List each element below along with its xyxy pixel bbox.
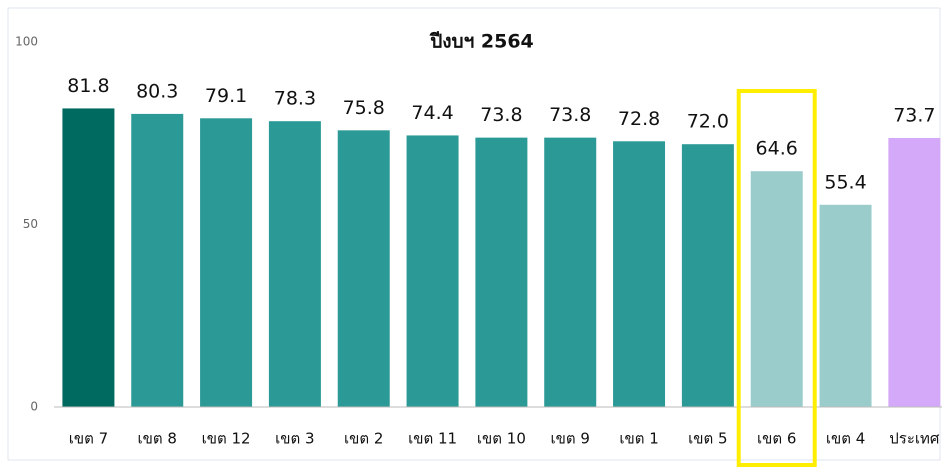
chart-title: ปีงบฯ 2564	[429, 31, 533, 53]
bar	[613, 141, 666, 407]
x-tick-label: เขต 9	[551, 430, 590, 448]
bar	[888, 137, 941, 407]
bar	[475, 137, 528, 407]
value-label: 79.1	[205, 85, 247, 107]
bar	[131, 113, 184, 407]
x-tick-label: เขต 5	[688, 430, 727, 448]
value-label: 81.8	[67, 75, 109, 97]
value-label: 73.8	[480, 104, 522, 126]
x-tick-label: เขต 11	[408, 430, 457, 448]
bar	[62, 108, 115, 408]
y-tick-label: 100	[15, 35, 38, 49]
value-label: 75.8	[343, 97, 385, 119]
y-tick-label: 0	[30, 400, 38, 414]
x-tick-label: เขต 7	[69, 430, 108, 448]
value-label: 80.3	[136, 80, 178, 102]
bar	[544, 137, 597, 407]
value-label: 73.8	[549, 104, 591, 126]
value-label: 72.8	[618, 108, 660, 130]
value-label: 78.3	[274, 88, 316, 110]
y-tick-label: 50	[23, 217, 38, 231]
bar	[406, 135, 459, 407]
x-tick-label: เขต 10	[477, 430, 526, 448]
bar	[819, 204, 872, 407]
value-label: 74.4	[411, 102, 453, 124]
value-label: 72.0	[687, 111, 729, 133]
x-tick-label: เขต 3	[275, 430, 314, 448]
bar	[681, 144, 734, 407]
bar	[750, 171, 803, 407]
x-tick-label: เขต 4	[826, 430, 865, 448]
x-tick-label: เขต 6	[757, 430, 796, 448]
x-tick-label: เขต 12	[202, 430, 251, 448]
value-label: 55.4	[824, 171, 866, 193]
x-tick-label: ประเทศ	[889, 430, 940, 448]
x-tick-label: เขต 8	[138, 430, 177, 448]
x-tick-label: เขต 1	[619, 430, 658, 448]
value-label: 73.7	[893, 104, 935, 126]
bar	[200, 118, 253, 407]
value-label: 64.6	[756, 138, 798, 160]
highlight-box	[736, 89, 817, 467]
x-tick-label: เขต 2	[344, 430, 383, 448]
bar	[268, 121, 321, 407]
bar	[337, 130, 390, 407]
